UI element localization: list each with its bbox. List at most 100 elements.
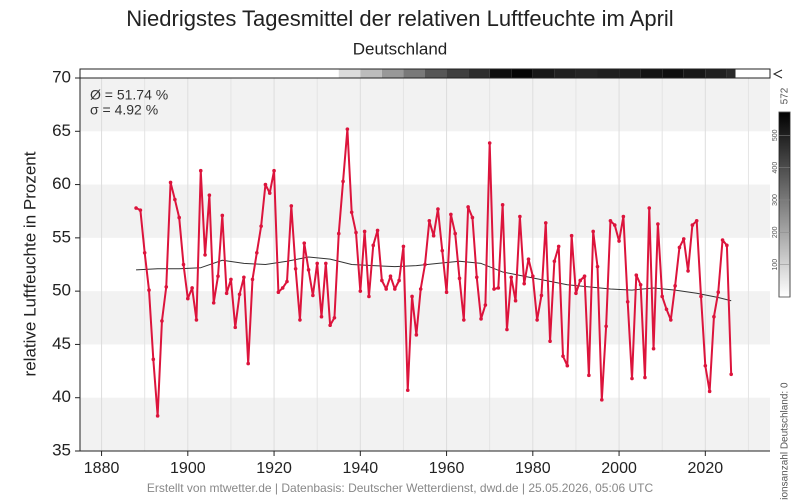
data-point [479, 317, 483, 321]
annotation: σ = 4.92 % [90, 102, 158, 118]
data-point [272, 168, 276, 173]
data-point [483, 303, 488, 307]
data-point [255, 250, 259, 255]
data-point [552, 259, 557, 264]
station-cell [403, 69, 425, 78]
data-point [410, 294, 414, 299]
x-tick-label: 1980 [515, 460, 551, 477]
data-point [138, 208, 143, 212]
data-point [134, 206, 138, 210]
data-point [336, 231, 341, 236]
data-point [414, 333, 419, 337]
data-point [531, 274, 535, 279]
x-tick-label: 1900 [170, 460, 206, 477]
station-cell [705, 69, 727, 78]
data-point [651, 346, 656, 351]
data-point [656, 222, 660, 226]
x-tick-label: 1940 [343, 460, 379, 477]
data-point [285, 279, 289, 284]
data-point [319, 314, 324, 319]
chart-title: Niedrigstes Tagesmittel der relativen Lu… [126, 6, 673, 31]
data-point [181, 262, 186, 267]
data-point [500, 203, 505, 207]
colorbar-label: 300 [772, 194, 779, 206]
data-point [647, 206, 652, 210]
footer: Erstellt von mtwetter.de | Datenbasis: D… [147, 481, 654, 495]
colorbar-label: 200 [772, 226, 779, 238]
data-point [543, 221, 548, 225]
y-tick-label: 70 [52, 67, 71, 86]
data-point [216, 274, 220, 279]
colorbar-label: 100 [772, 259, 779, 271]
grid-band [80, 78, 770, 132]
data-point [535, 318, 539, 322]
strip-arrow [772, 69, 783, 79]
data-point [362, 229, 367, 234]
data-point [427, 219, 432, 223]
data-point [147, 288, 151, 292]
data-point [194, 318, 199, 322]
data-point [164, 285, 169, 289]
station-cell [446, 69, 469, 78]
data-point [664, 307, 669, 312]
x-tick-label: 2000 [601, 460, 637, 477]
data-point [470, 215, 475, 220]
y-tick-label: 45 [52, 334, 71, 353]
data-point [474, 275, 479, 280]
data-point [548, 339, 552, 344]
y-tick-label: 40 [52, 387, 71, 406]
data-point [358, 289, 363, 293]
data-point [423, 262, 427, 267]
station-cell [425, 69, 447, 78]
data-point [142, 250, 147, 255]
data-point [418, 287, 423, 291]
data-point [699, 294, 703, 299]
x-tick-label: 1880 [84, 460, 120, 477]
station-cell [683, 69, 706, 78]
data-point [345, 127, 350, 131]
annotation: Ø = 51.74 % [90, 87, 168, 103]
y-tick-label: 55 [52, 227, 71, 246]
data-point [259, 224, 263, 228]
station-cell [726, 69, 736, 78]
data-point [298, 318, 302, 322]
data-point [397, 278, 401, 283]
data-point [526, 257, 531, 261]
data-point [505, 327, 509, 332]
data-point [707, 389, 712, 394]
data-point [612, 223, 617, 227]
colorbar-label: 500 [772, 129, 779, 141]
data-point [220, 213, 225, 218]
data-point [354, 230, 358, 235]
data-point [595, 264, 600, 269]
station-cell [640, 69, 663, 78]
data-point [712, 314, 716, 319]
data-point [190, 286, 194, 290]
data-point [487, 141, 492, 145]
data-point [246, 361, 250, 366]
colorbar-label: 400 [772, 162, 779, 174]
y-axis-label: relative Luftfeuchte in Prozent [20, 151, 39, 376]
data-point [405, 388, 410, 393]
data-point [673, 284, 677, 288]
data-point [457, 276, 462, 281]
x-tick-label: 1920 [256, 460, 292, 477]
station-cell [360, 69, 382, 78]
data-point [518, 214, 522, 219]
colorbar [778, 111, 791, 298]
data-point [522, 281, 526, 286]
data-point [168, 180, 173, 185]
colorbar-label: 572 [780, 87, 791, 104]
data-point [625, 300, 630, 304]
data-point [229, 277, 233, 282]
data-point [440, 248, 445, 253]
x-tick-label: 2020 [688, 460, 724, 477]
data-point [306, 268, 311, 272]
station-cell [468, 69, 490, 78]
data-point [703, 363, 708, 368]
data-point [669, 318, 673, 322]
data-point [384, 287, 388, 291]
data-point [371, 243, 376, 248]
data-point [660, 294, 664, 299]
